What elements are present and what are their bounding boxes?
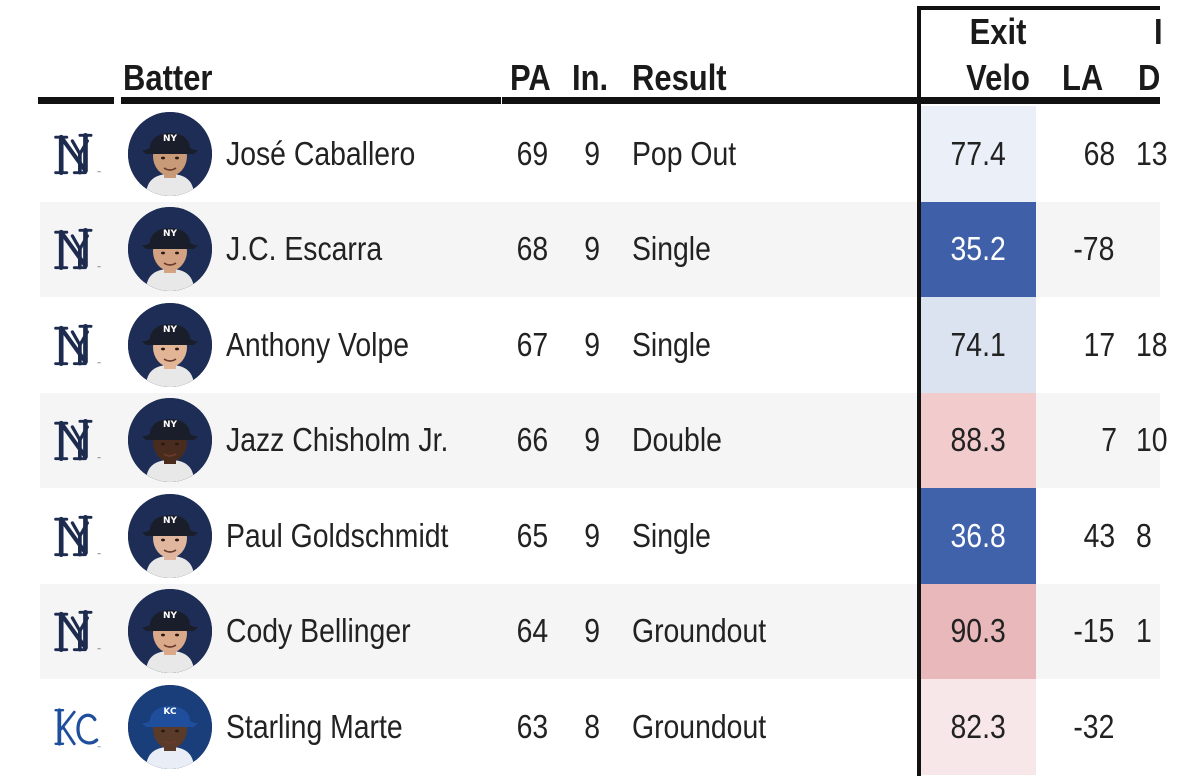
exit-velo-cell: 36.8: [921, 488, 1036, 584]
player-headshot: NY: [128, 488, 214, 584]
plate-appearance: 67: [516, 325, 548, 363]
yankees-logo-icon: [48, 393, 108, 489]
inning: 9: [584, 421, 600, 459]
header-result: Result: [632, 57, 727, 98]
player-headshot: NY: [128, 584, 214, 680]
inning: 9: [584, 516, 600, 554]
yankees-logo-icon: [48, 584, 108, 680]
header-rule: [121, 97, 501, 104]
batter-table-body: NY José Caballero 69 9 Pop Out 77.4 68 13 NY J.C.…: [40, 106, 1168, 775]
launch-angle: 68: [1083, 134, 1116, 172]
table-row: NY Jazz Chisholm Jr. 66 9 Double 88.3 7 10: [40, 392, 1168, 489]
table-row: NY Cody Bellinger 64 9 Groundout 90.3 -15 1: [40, 583, 1160, 680]
plate-appearance: 69: [516, 134, 548, 172]
inning: 9: [584, 325, 600, 363]
distance: 10: [1136, 421, 1168, 459]
header-batter: Batter: [123, 57, 213, 98]
plate-appearance: 64: [516, 612, 548, 650]
batter-name: Jazz Chisholm Jr.: [226, 421, 449, 459]
stat-box-top-border: [917, 6, 1160, 10]
player-headshot: NY: [128, 106, 214, 202]
result: Single: [632, 230, 711, 268]
batter-name: Starling Marte: [226, 707, 403, 745]
result: Groundout: [632, 707, 767, 745]
result: Double: [632, 421, 722, 459]
svg-text:NY: NY: [163, 420, 178, 430]
header-pa: PA: [510, 57, 551, 98]
exit-velo-cell: 88.3: [921, 392, 1036, 488]
plate-appearance: 68: [516, 230, 548, 268]
player-headshot: NY: [128, 202, 214, 298]
stat-column-divider: [917, 6, 921, 776]
distance: [1136, 679, 1196, 775]
table-header: Batter PA In. Result Exit Velo LA I D: [0, 0, 1200, 104]
plate-appearance: 63: [516, 707, 548, 745]
batter-name: Anthony Volpe: [226, 325, 410, 363]
distance: 1: [1136, 612, 1152, 650]
inning: 8: [584, 707, 600, 745]
table-row: KC Starling Marte 63 8 Groundout 82.3 -32: [40, 679, 1160, 775]
player-headshot: NY: [128, 297, 214, 393]
distance: 8: [1136, 516, 1152, 554]
exit-velo-cell: 35.2: [921, 201, 1036, 297]
table-row: NY José Caballero 69 9 Pop Out 77.4 68 13: [40, 106, 1168, 202]
header-rule: [502, 97, 1160, 104]
svg-text:NY: NY: [163, 325, 178, 335]
header-launch-angle: LA: [1062, 57, 1104, 98]
plate-appearance: 66: [516, 421, 548, 459]
yankees-logo-icon: [48, 202, 108, 298]
royals-logo-icon: [48, 679, 108, 775]
player-headshot: NY: [128, 393, 214, 489]
player-headshot: KC: [128, 679, 214, 775]
table-row: NY Paul Goldschmidt 65 9 Single 36.8 43 8: [40, 488, 1160, 584]
svg-text:NY: NY: [163, 134, 178, 144]
batter-name: Cody Bellinger: [226, 612, 411, 650]
yankees-logo-icon: [48, 106, 108, 202]
result: Groundout: [632, 612, 767, 650]
yankees-logo-icon: [48, 488, 108, 584]
svg-text:NY: NY: [163, 229, 178, 239]
header-rule: [38, 97, 114, 104]
launch-angle: 43: [1083, 516, 1116, 554]
header-exit-velo-line1: Exit: [969, 11, 1027, 52]
result: Pop Out: [632, 134, 737, 172]
yankees-logo-icon: [48, 297, 108, 393]
batter-name: J.C. Escarra: [226, 230, 383, 268]
exit-velo-cell: 74.1: [921, 297, 1036, 393]
svg-text:NY: NY: [163, 516, 178, 526]
svg-text:NY: NY: [163, 611, 178, 621]
exit-velo-cell: 90.3: [921, 583, 1036, 679]
batter-name: Paul Goldschmidt: [226, 516, 449, 554]
launch-angle: -78: [1073, 230, 1115, 268]
svg-text:KC: KC: [163, 707, 177, 717]
header-exit-velo-line2: Velo: [966, 57, 1030, 98]
result: Single: [632, 325, 711, 363]
launch-angle: 7: [1100, 421, 1117, 459]
header-inning: In.: [572, 57, 609, 98]
distance: 13: [1136, 134, 1168, 172]
distance: [1136, 202, 1196, 298]
launch-angle: -15: [1073, 612, 1115, 650]
result: Single: [632, 516, 711, 554]
plate-appearance: 65: [516, 516, 548, 554]
header-distance-line1: I: [1154, 11, 1163, 52]
table-row: NY Anthony Volpe 67 9 Single 74.1 17 18: [40, 297, 1168, 393]
inning: 9: [584, 612, 600, 650]
distance: 18: [1136, 325, 1168, 363]
inning: 9: [584, 230, 600, 268]
exit-velo-cell: 82.3: [921, 679, 1036, 775]
launch-angle: 17: [1083, 325, 1116, 363]
inning: 9: [584, 134, 600, 172]
launch-angle: -32: [1073, 707, 1115, 745]
batter-name: José Caballero: [226, 134, 416, 172]
table-row: NY J.C. Escarra 68 9 Single 35.2 -78: [40, 201, 1160, 298]
header-distance-line2: D: [1138, 57, 1161, 98]
exit-velo-cell: 77.4: [921, 106, 1036, 202]
